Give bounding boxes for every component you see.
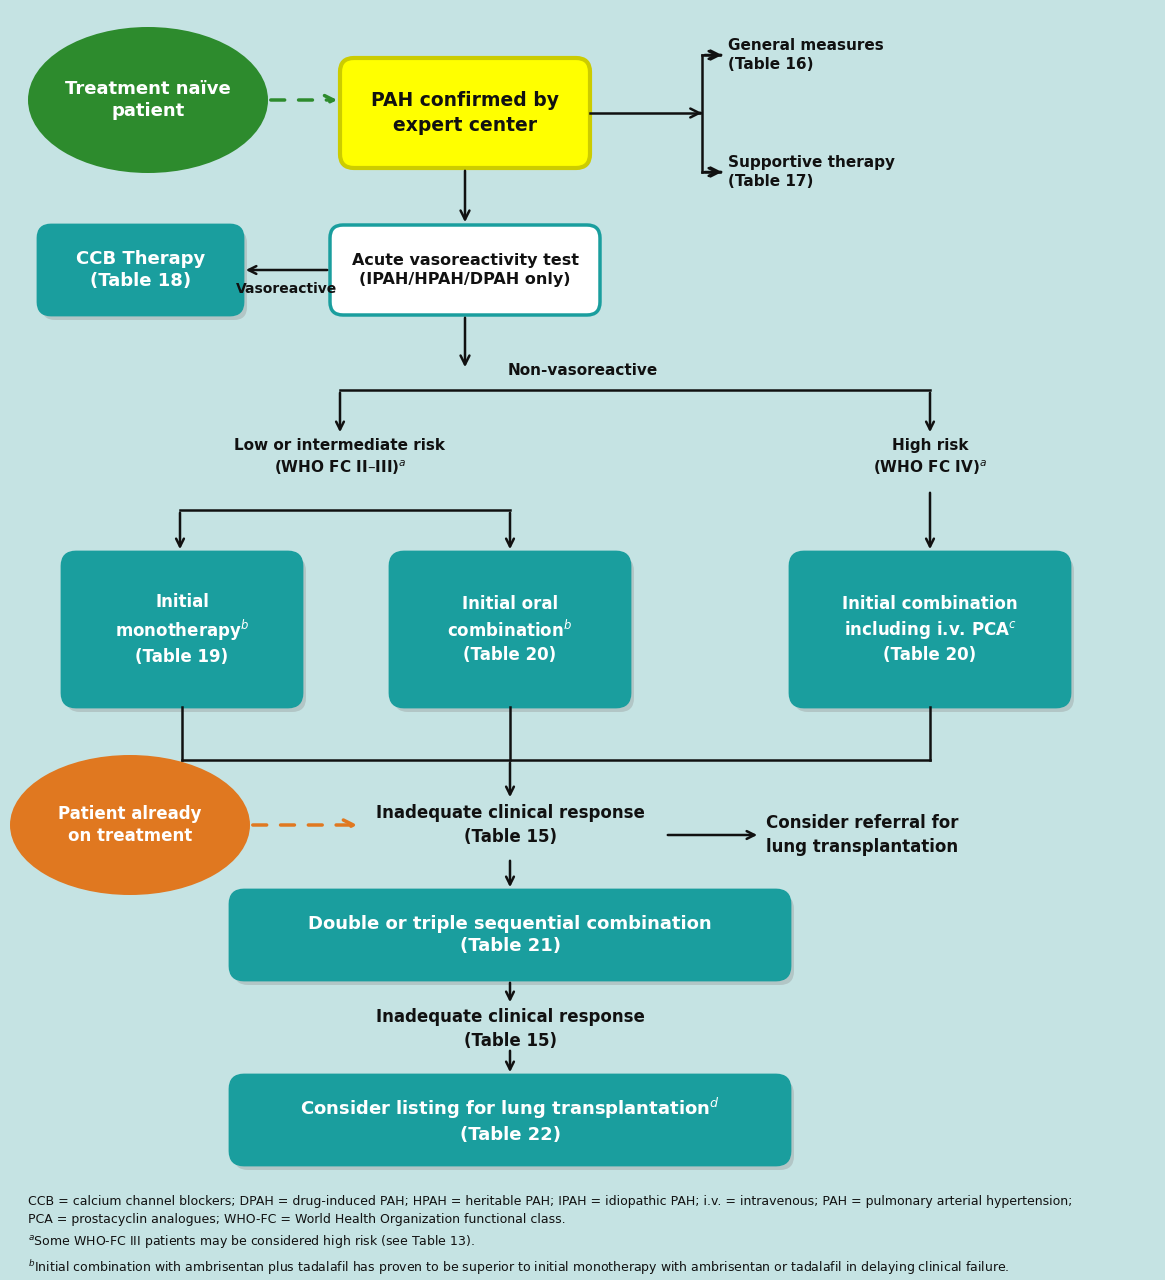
FancyBboxPatch shape: [330, 225, 600, 315]
FancyBboxPatch shape: [42, 230, 247, 320]
Text: High risk
(WHO FC IV)$^a$: High risk (WHO FC IV)$^a$: [873, 438, 987, 476]
Text: Initial oral
combination$^b$
(Table 20): Initial oral combination$^b$ (Table 20): [447, 595, 572, 663]
FancyBboxPatch shape: [230, 890, 790, 980]
Text: Initial combination
including i.v. PCA$^c$
(Table 20): Initial combination including i.v. PCA$^…: [842, 595, 1018, 664]
Text: Consider referral for
lung transplantation: Consider referral for lung transplantati…: [767, 814, 959, 856]
FancyBboxPatch shape: [340, 58, 589, 168]
FancyBboxPatch shape: [795, 557, 1074, 712]
Text: Double or triple sequential combination
(Table 21): Double or triple sequential combination …: [309, 914, 712, 955]
Text: General measures
(Table 16): General measures (Table 16): [728, 37, 884, 73]
Text: Initial
monotherapy$^b$
(Table 19): Initial monotherapy$^b$ (Table 19): [115, 593, 249, 666]
Ellipse shape: [10, 755, 250, 895]
Text: CCB = calcium channel blockers; DPAH = drug-induced PAH; HPAH = heritable PAH; I: CCB = calcium channel blockers; DPAH = d…: [28, 1196, 1072, 1280]
FancyBboxPatch shape: [390, 552, 630, 707]
Text: Acute vasoreactivity test
(IPAH/HPAH/DPAH only): Acute vasoreactivity test (IPAH/HPAH/DPA…: [352, 253, 579, 287]
FancyBboxPatch shape: [790, 552, 1069, 707]
FancyBboxPatch shape: [62, 552, 302, 707]
Text: Patient already
on treatment: Patient already on treatment: [58, 805, 202, 846]
FancyBboxPatch shape: [234, 895, 795, 986]
FancyBboxPatch shape: [394, 557, 634, 712]
Text: Vasoreactive: Vasoreactive: [236, 282, 338, 296]
FancyBboxPatch shape: [66, 557, 306, 712]
Text: Non-vasoreactive: Non-vasoreactive: [508, 364, 658, 378]
FancyBboxPatch shape: [234, 1080, 795, 1170]
Text: CCB Therapy
(Table 18): CCB Therapy (Table 18): [76, 250, 205, 291]
Text: PAH confirmed by
expert center: PAH confirmed by expert center: [370, 91, 559, 134]
Text: Consider listing for lung transplantation$^d$
(Table 22): Consider listing for lung transplantatio…: [301, 1096, 720, 1144]
FancyBboxPatch shape: [230, 1075, 790, 1165]
Text: Treatment naïve
patient: Treatment naïve patient: [65, 79, 231, 120]
Text: Inadequate clinical response
(Table 15): Inadequate clinical response (Table 15): [375, 804, 644, 846]
Text: Inadequate clinical response
(Table 15): Inadequate clinical response (Table 15): [375, 1009, 644, 1050]
Ellipse shape: [28, 27, 268, 173]
Text: Supportive therapy
(Table 17): Supportive therapy (Table 17): [728, 155, 895, 189]
Text: Low or intermediate risk
(WHO FC II–III)$^a$: Low or intermediate risk (WHO FC II–III)…: [234, 438, 445, 476]
FancyBboxPatch shape: [38, 225, 243, 315]
